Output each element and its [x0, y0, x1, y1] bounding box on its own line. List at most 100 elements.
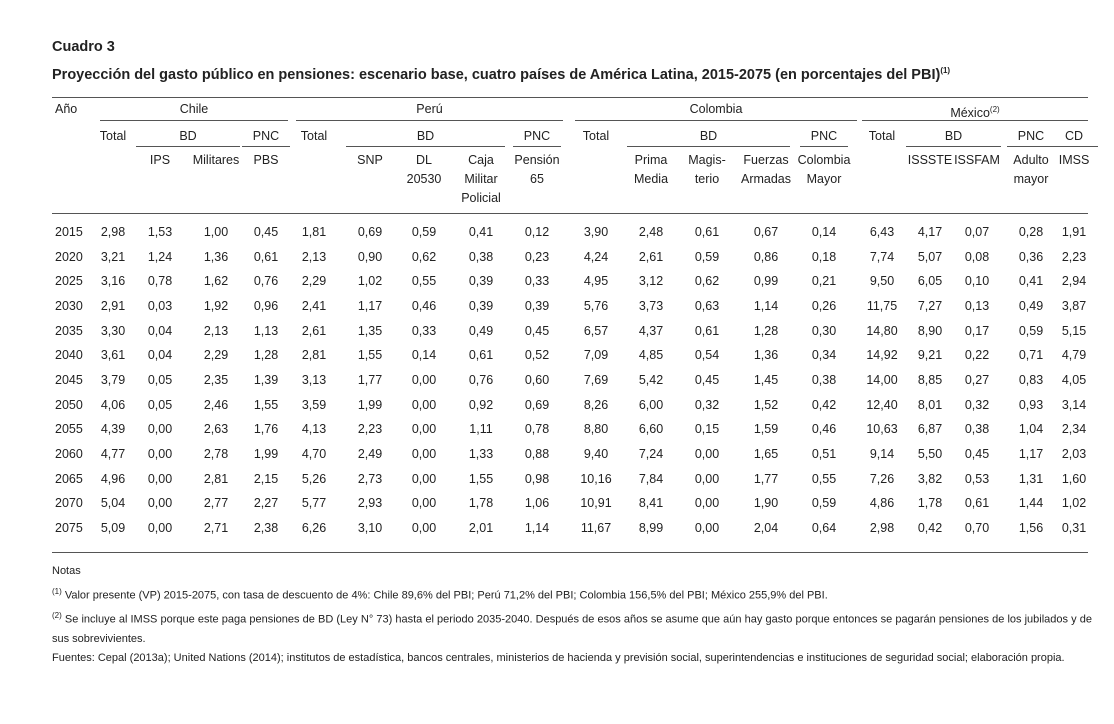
value-cell: 14,00 [866, 373, 898, 388]
column-header: DL [416, 153, 432, 167]
value-cell: 1,02 [357, 274, 383, 289]
year-cell: 2035 [55, 323, 83, 338]
value-cell: 0,04 [147, 348, 173, 363]
rule [1050, 146, 1098, 147]
value-cell: 2,23 [1061, 249, 1087, 264]
value-cell: 1,14 [753, 299, 779, 313]
value-cell: 0,30 [811, 323, 837, 338]
value-cell: 5,50 [917, 447, 943, 462]
value-cell: 4,39 [100, 422, 126, 437]
year-header: Año [55, 102, 78, 116]
value-cell: 0,69 [524, 397, 550, 412]
total-header: Total [300, 129, 328, 143]
value-cell: 1,04 [1018, 422, 1044, 437]
column-header: Armadas [740, 172, 792, 186]
value-cell: 1,36 [753, 348, 779, 363]
value-cell: 4,79 [1061, 348, 1087, 363]
table-title: Proyección del gasto público en pensione… [52, 61, 950, 85]
value-cell: 0,59 [694, 249, 720, 264]
value-cell: 4,95 [583, 274, 609, 289]
value-cell: 0,46 [811, 422, 837, 437]
value-cell: 0,61 [253, 249, 279, 264]
value-cell: 7,27 [917, 299, 943, 313]
value-cell: 8,85 [917, 373, 943, 388]
year-cell: 2040 [55, 348, 83, 363]
value-cell: 2,46 [203, 397, 229, 412]
value-cell: 0,61 [964, 496, 990, 511]
value-cell: 14,92 [866, 348, 898, 363]
value-cell: 3,10 [357, 521, 383, 536]
value-cell: 0,05 [147, 397, 173, 412]
column-header: Adulto [1013, 153, 1049, 167]
value-cell: 0,32 [694, 397, 720, 412]
value-cell: 2,63 [203, 422, 229, 437]
column-header: Militar [464, 172, 498, 186]
value-cell: 0,60 [524, 373, 550, 388]
value-cell: 0,00 [694, 521, 720, 536]
value-cell: 2,03 [1061, 447, 1087, 462]
value-cell: 1,13 [253, 323, 279, 338]
value-cell: 4,24 [583, 249, 609, 264]
value-cell: 1,81 [301, 225, 327, 239]
value-cell: 0,55 [411, 274, 437, 289]
table-label: Cuadro 3 [52, 39, 115, 55]
total-header: Total [582, 129, 610, 143]
value-cell: 0,18 [811, 249, 837, 264]
year-cell: 2070 [55, 496, 83, 511]
value-cell: 2,73 [357, 471, 383, 486]
value-cell: 0,13 [964, 299, 990, 313]
value-cell: 1,00 [203, 225, 229, 239]
value-cell: 3,82 [917, 471, 943, 486]
value-cell: 0,90 [357, 249, 383, 264]
rule [906, 146, 1001, 147]
value-cell: 0,42 [811, 397, 837, 412]
year-cell: 2055 [55, 422, 83, 437]
country-header: México(2) [950, 100, 999, 123]
year-cell: 2025 [55, 274, 83, 289]
value-cell: 0,76 [468, 373, 494, 388]
value-cell: 1,11 [469, 422, 493, 437]
value-cell: 4,70 [301, 447, 327, 462]
value-cell: 9,50 [869, 274, 895, 289]
value-cell: 1,60 [1061, 471, 1087, 486]
value-cell: 0,45 [524, 323, 550, 338]
note-marker: (2) [52, 610, 62, 620]
value-cell: 3,16 [100, 274, 126, 289]
year-cell: 2045 [55, 373, 83, 388]
value-cell: 0,54 [694, 348, 720, 363]
subgroup-header: BD [699, 129, 718, 143]
value-cell: 1,78 [468, 496, 494, 511]
value-cell: 0,70 [964, 521, 990, 536]
value-cell: 3,73 [638, 299, 664, 313]
year-cell: 2020 [55, 249, 83, 264]
country-name: México [950, 106, 990, 121]
value-cell: 0,52 [524, 348, 550, 363]
value-cell: 1,35 [357, 323, 383, 338]
subgroup-header: PNC [1017, 129, 1045, 143]
value-cell: 0,03 [147, 299, 173, 313]
value-cell: 0,00 [411, 471, 437, 486]
column-header: IMSS [1058, 153, 1090, 167]
value-cell: 0,28 [1018, 225, 1044, 239]
country-name: Chile [179, 102, 209, 116]
value-cell: 0,00 [411, 447, 437, 462]
value-cell: 0,99 [753, 274, 779, 289]
value-cell: 0,39 [468, 274, 494, 289]
value-cell: 0,39 [524, 299, 550, 313]
value-cell: 0,51 [811, 447, 837, 462]
column-header: Militares [192, 153, 240, 167]
value-cell: 1,45 [753, 373, 779, 388]
note-text: Valor presente (VP) 2015-2075, con tasa … [64, 589, 828, 602]
value-cell: 3,90 [583, 225, 609, 239]
value-cell: 6,60 [638, 422, 664, 437]
value-cell: 8,80 [583, 422, 609, 437]
subgroup-header: BD [179, 129, 197, 143]
value-cell: 0,34 [811, 348, 837, 363]
value-cell: 2,15 [253, 471, 279, 486]
rule [52, 97, 1088, 98]
value-cell: 0,27 [964, 373, 990, 388]
column-header: PBS [253, 153, 279, 167]
value-cell: 0,17 [964, 323, 990, 338]
value-cell: 10,91 [580, 496, 612, 511]
